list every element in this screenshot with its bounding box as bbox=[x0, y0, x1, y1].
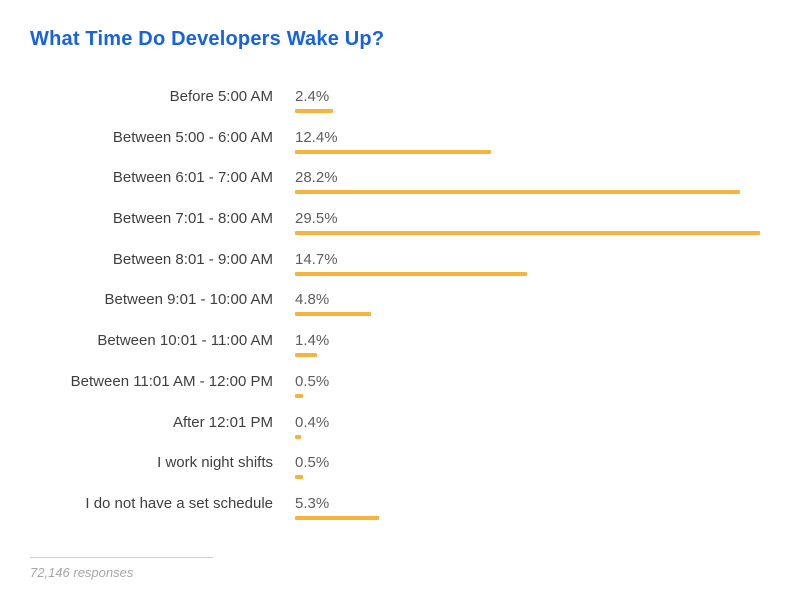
bar-cell: 0.5% bbox=[295, 372, 329, 398]
chart-footer: 72,146 responses bbox=[30, 557, 213, 580]
bar-cell: 28.2% bbox=[295, 168, 740, 195]
category-label: I work night shifts bbox=[157, 454, 273, 472]
category-label: Before 5:00 AM bbox=[169, 88, 273, 105]
value-label: 28.2% bbox=[295, 169, 338, 187]
category-label: Between 8:01 - 9:00 AM bbox=[112, 250, 273, 268]
bar bbox=[295, 190, 740, 195]
bar-cell: 2.4% bbox=[295, 87, 333, 113]
bar bbox=[295, 109, 333, 113]
bar-cell: 4.8% bbox=[295, 290, 371, 317]
value-label: 0.5% bbox=[295, 454, 330, 472]
bar bbox=[295, 475, 303, 480]
value-label: 1.4% bbox=[295, 332, 330, 350]
value-label: 2.4% bbox=[295, 88, 330, 105]
bar bbox=[295, 149, 491, 154]
bar-cell: 5.3% bbox=[295, 494, 379, 520]
responses-count: 72,146 responses bbox=[30, 565, 134, 580]
chart-row: Between 8:01 - 9:00 AM 14.7% bbox=[30, 250, 770, 291]
bar-cell: 1.4% bbox=[295, 331, 330, 358]
chart-row: I do not have a set schedule 5.3% bbox=[30, 494, 770, 535]
value-label: 14.7% bbox=[295, 250, 338, 268]
chart-row: I work night shifts 0.5% bbox=[30, 453, 770, 494]
bar bbox=[295, 515, 379, 520]
bar bbox=[295, 271, 527, 276]
bar bbox=[295, 353, 318, 358]
bar-cell: 0.4% bbox=[295, 413, 329, 439]
bar-cell: 29.5% bbox=[295, 209, 760, 236]
category-label: Between 5:00 - 6:00 AM bbox=[112, 128, 273, 146]
bar bbox=[295, 231, 760, 236]
bar bbox=[295, 312, 371, 317]
category-label: Between 7:01 - 8:00 AM bbox=[112, 210, 273, 228]
chart-row: Between 10:01 - 11:00 AM 1.4% bbox=[30, 331, 770, 372]
value-label: 29.5% bbox=[295, 210, 338, 228]
bar bbox=[295, 434, 302, 439]
chart-row: Between 6:01 - 7:00 AM 28.2% bbox=[30, 168, 770, 209]
value-label: 5.3% bbox=[295, 494, 330, 512]
bar-cell: 12.4% bbox=[295, 128, 491, 154]
chart-row: Between 5:00 - 6:00 AM 12.4% bbox=[30, 128, 770, 169]
category-label: Between 10:01 - 11:00 AM bbox=[97, 332, 273, 350]
category-label: Between 6:01 - 7:00 AM bbox=[112, 169, 273, 187]
chart-row: Between 11:01 AM - 12:00 PM 0.5% bbox=[30, 372, 770, 413]
value-label: 0.5% bbox=[295, 372, 330, 390]
bar-cell: 0.5% bbox=[295, 453, 330, 480]
value-label: 4.8% bbox=[295, 291, 330, 309]
bar-cell: 14.7% bbox=[295, 250, 527, 276]
chart-row: Between 9:01 - 10:00 AM 4.8% bbox=[30, 290, 770, 331]
value-label: 0.4% bbox=[295, 413, 330, 431]
category-label: Between 9:01 - 10:00 AM bbox=[104, 291, 273, 309]
chart-title: What Time Do Developers Wake Up? bbox=[30, 28, 385, 51]
bar-chart: Before 5:00 AM 2.4% Between 5:00 - 6:00 … bbox=[30, 87, 770, 535]
chart-row: Between 7:01 - 8:00 AM 29.5% bbox=[30, 209, 770, 250]
category-label: I do not have a set schedule bbox=[85, 494, 273, 512]
footer-divider bbox=[30, 557, 213, 558]
chart-row: Before 5:00 AM 2.4% bbox=[30, 87, 770, 128]
category-label: Between 11:01 AM - 12:00 PM bbox=[70, 372, 273, 390]
bar bbox=[295, 393, 303, 398]
value-label: 12.4% bbox=[295, 128, 338, 146]
chart-row: After 12:01 PM 0.4% bbox=[30, 413, 770, 454]
category-label: After 12:01 PM bbox=[172, 413, 273, 431]
